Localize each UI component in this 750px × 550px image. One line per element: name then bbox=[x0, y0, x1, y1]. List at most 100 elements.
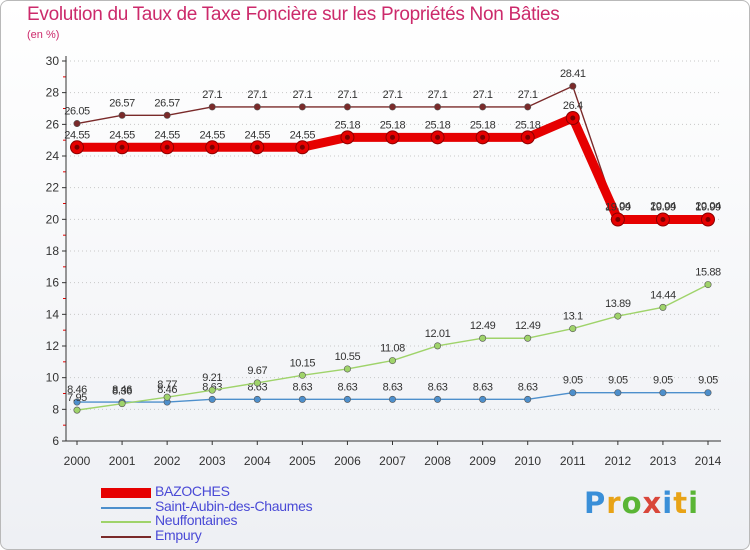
legend-label-neuffontaines: Neuffontaines bbox=[155, 512, 238, 528]
x-tick-label: 2008 bbox=[424, 454, 451, 468]
data-point-neuffontaines bbox=[118, 400, 126, 408]
data-point-saint-aubin-des-chaumes bbox=[343, 395, 351, 403]
data-label-saint-aubin-des-chaumes: 8.63 bbox=[518, 381, 538, 393]
y-tick-label: 16 bbox=[46, 276, 60, 290]
data-point-saint-aubin-des-chaumes bbox=[614, 389, 622, 397]
data-point-empury bbox=[298, 103, 306, 111]
y-tick-label: 18 bbox=[46, 244, 60, 258]
data-point-saint-aubin-des-chaumes bbox=[524, 395, 532, 403]
data-point-center-bazoches bbox=[254, 144, 260, 150]
data-label-saint-aubin-des-chaumes: 9.05 bbox=[608, 375, 628, 387]
data-label-saint-aubin-des-chaumes: 8.46 bbox=[157, 384, 177, 396]
data-point-center-bazoches bbox=[390, 134, 395, 140]
data-label-neuffontaines: 8.77 bbox=[157, 379, 177, 391]
data-label-bazoches: 25.18 bbox=[335, 119, 361, 131]
data-point-saint-aubin-des-chaumes bbox=[298, 395, 306, 403]
data-label-bazoches: 25.18 bbox=[425, 119, 451, 131]
data-point-center-bazoches bbox=[660, 216, 666, 222]
data-point-empury bbox=[479, 103, 487, 111]
data-point-center-bazoches bbox=[435, 134, 441, 140]
data-point-saint-aubin-des-chaumes bbox=[253, 395, 261, 403]
data-label-neuffontaines: 10.15 bbox=[290, 357, 316, 369]
data-point-center-bazoches bbox=[299, 144, 305, 150]
legend-label-saint-aubin: Saint-Aubin-des-Chaumes bbox=[155, 497, 313, 514]
x-tick-label: 2001 bbox=[109, 454, 136, 468]
data-point-neuffontaines bbox=[479, 334, 487, 342]
data-label-saint-aubin-des-chaumes: 9.05 bbox=[563, 375, 583, 387]
data-point-neuffontaines bbox=[659, 303, 667, 311]
data-label-neuffontaines: 8.36 bbox=[112, 386, 132, 398]
data-label-bazoches: 25.18 bbox=[380, 119, 406, 131]
data-point-empury bbox=[569, 82, 577, 90]
data-point-empury bbox=[343, 103, 351, 111]
y-tick-label: 22 bbox=[46, 181, 60, 195]
x-tick-label: 2013 bbox=[650, 454, 677, 468]
data-label-empury: 26.05 bbox=[64, 106, 90, 118]
x-tick-label: 2003 bbox=[199, 454, 226, 468]
data-label-empury: 27.1 bbox=[202, 89, 222, 101]
data-label-neuffontaines: 15.88 bbox=[695, 267, 721, 279]
y-tick-label: 12 bbox=[46, 339, 60, 353]
data-label-empury: 27.1 bbox=[518, 89, 538, 101]
data-label-empury: 26.57 bbox=[154, 97, 180, 109]
data-point-center-bazoches bbox=[74, 144, 80, 150]
proxiti-logo: Proxiti bbox=[584, 486, 700, 520]
data-label-saint-aubin-des-chaumes: 8.46 bbox=[112, 384, 132, 396]
data-point-neuffontaines bbox=[73, 406, 81, 414]
data-point-center-bazoches bbox=[164, 144, 170, 150]
data-label-neuffontaines: 11.08 bbox=[380, 343, 405, 355]
data-point-center-bazoches bbox=[209, 144, 215, 150]
y-axis-unit: (en %) bbox=[27, 29, 60, 41]
x-tick-label: 2004 bbox=[244, 454, 271, 468]
data-label-empury: 27.1 bbox=[247, 89, 267, 101]
data-point-neuffontaines bbox=[704, 281, 712, 289]
data-label-bazoches: 24.55 bbox=[199, 129, 225, 141]
data-point-empury bbox=[163, 111, 171, 119]
y-tick-label: 20 bbox=[46, 212, 60, 226]
data-label-empury: 27.1 bbox=[338, 89, 358, 101]
y-tick-label: 28 bbox=[46, 86, 60, 100]
chart-title: Evolution du Taux de Taxe Foncière sur l… bbox=[27, 4, 560, 25]
data-point-center-bazoches bbox=[705, 216, 711, 222]
x-tick-label: 2009 bbox=[469, 454, 496, 468]
data-point-saint-aubin-des-chaumes bbox=[569, 389, 577, 397]
y-tick-label: 26 bbox=[46, 117, 60, 131]
data-label-saint-aubin-des-chaumes: 8.63 bbox=[383, 381, 403, 393]
data-label-bazoches: 19.99 bbox=[695, 201, 721, 213]
data-label-bazoches: 24.55 bbox=[64, 129, 90, 141]
data-label-saint-aubin-des-chaumes: 8.46 bbox=[67, 384, 87, 396]
data-label-bazoches: 25.18 bbox=[515, 119, 541, 131]
data-label-bazoches: 25.18 bbox=[470, 119, 496, 131]
data-label-empury: 20.04 bbox=[695, 201, 721, 213]
data-point-empury bbox=[208, 103, 216, 111]
data-label-saint-aubin-des-chaumes: 8.63 bbox=[292, 381, 312, 393]
x-tick-label: 2006 bbox=[334, 454, 361, 468]
legend-swatch-saint-aubin bbox=[101, 506, 151, 509]
data-label-neuffontaines: 10.55 bbox=[335, 351, 361, 363]
data-label-empury: 28.41 bbox=[560, 68, 586, 80]
data-point-center-bazoches bbox=[615, 216, 621, 222]
data-point-center-bazoches bbox=[525, 134, 531, 140]
data-label-neuffontaines: 12.01 bbox=[425, 328, 451, 340]
data-label-neuffontaines: 13.89 bbox=[605, 298, 631, 310]
data-point-center-bazoches bbox=[570, 115, 576, 121]
data-point-saint-aubin-des-chaumes bbox=[388, 395, 396, 403]
x-tick-label: 2007 bbox=[379, 454, 406, 468]
x-tick-label: 2002 bbox=[154, 454, 181, 468]
data-point-saint-aubin-des-chaumes bbox=[659, 389, 667, 397]
data-label-bazoches: 24.55 bbox=[245, 129, 271, 141]
x-tick-label: 2011 bbox=[560, 454, 586, 468]
data-point-saint-aubin-des-chaumes bbox=[704, 389, 712, 397]
data-point-neuffontaines bbox=[569, 325, 577, 333]
data-point-neuffontaines bbox=[614, 312, 622, 320]
y-tick-label: 30 bbox=[46, 54, 60, 68]
data-point-empury bbox=[388, 103, 396, 111]
data-label-saint-aubin-des-chaumes: 8.63 bbox=[428, 381, 448, 393]
data-label-bazoches: 24.55 bbox=[290, 129, 316, 141]
data-label-neuffontaines: 14.44 bbox=[650, 289, 676, 301]
legend-label-empury: Empury bbox=[155, 526, 202, 543]
data-label-saint-aubin-des-chaumes: 8.63 bbox=[338, 381, 358, 393]
legend-swatch-bazoches bbox=[101, 488, 151, 498]
x-tick-label: 2010 bbox=[514, 454, 541, 468]
data-label-empury: 27.1 bbox=[428, 89, 448, 101]
